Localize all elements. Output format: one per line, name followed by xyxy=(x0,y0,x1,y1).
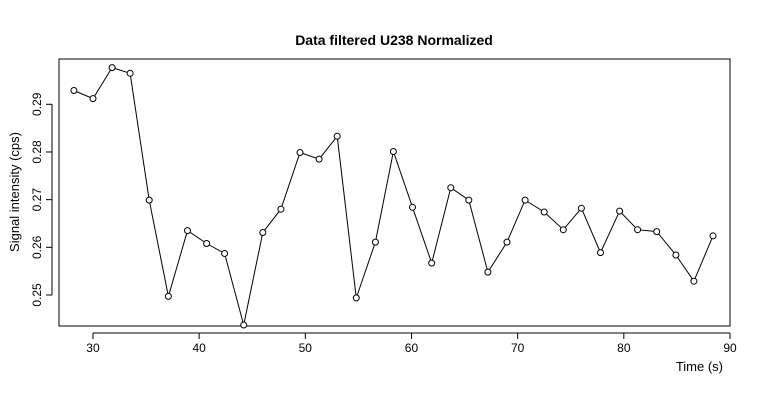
data-point xyxy=(672,251,680,259)
data-point xyxy=(259,229,267,236)
plot-frame xyxy=(58,58,731,327)
data-point xyxy=(184,227,191,235)
data-point xyxy=(597,249,604,257)
data-point xyxy=(540,208,548,216)
x-tick-label: 60 xyxy=(405,341,419,355)
data-point xyxy=(690,277,698,285)
x-tick-label: 40 xyxy=(192,341,206,355)
x-tick-label: 50 xyxy=(299,341,313,355)
y-tick-label: 0.29 xyxy=(30,92,44,116)
x-tick-label: 90 xyxy=(723,341,737,355)
x-tick-label: 70 xyxy=(511,341,525,355)
data-point xyxy=(577,204,585,212)
data-point xyxy=(70,87,78,94)
data-point xyxy=(409,203,416,211)
data-point xyxy=(333,132,341,140)
data-point xyxy=(164,292,172,300)
data-point xyxy=(221,250,229,257)
data-point xyxy=(634,226,642,234)
data-point xyxy=(126,69,134,77)
data-point xyxy=(371,238,379,246)
data-point xyxy=(447,184,455,192)
data-point xyxy=(277,205,285,213)
series-line xyxy=(73,67,714,326)
data-point xyxy=(465,196,473,204)
y-tick-label: 0.25 xyxy=(30,283,44,307)
data-point xyxy=(352,294,360,302)
data-point xyxy=(616,207,624,215)
data-point xyxy=(484,268,492,276)
data-points xyxy=(70,64,717,329)
x-axis: 30 40 50 60 70 80 90 xyxy=(86,332,737,355)
x-axis-label: Time (s) xyxy=(676,359,723,374)
data-point xyxy=(389,148,397,155)
chart-title: Data filtered U238 Normalized xyxy=(295,32,493,48)
data-point xyxy=(709,232,717,240)
x-tick-label: 80 xyxy=(617,341,631,355)
data-point xyxy=(145,196,153,204)
data-point xyxy=(240,321,248,329)
y-tick-label: 0.27 xyxy=(30,188,44,212)
data-point xyxy=(559,226,567,234)
data-point xyxy=(315,155,323,163)
y-tick-label: 0.28 xyxy=(30,140,44,164)
data-point xyxy=(503,238,511,246)
y-axis: 0.25 0.26 0.27 0.28 0.29 xyxy=(30,92,53,307)
data-point xyxy=(296,149,304,156)
y-axis-label: Signal intensity (cps) xyxy=(7,132,22,252)
data-point xyxy=(89,95,97,103)
data-point xyxy=(108,64,116,72)
data-point xyxy=(653,228,661,236)
x-tick-label: 30 xyxy=(86,341,100,355)
data-point xyxy=(203,240,211,247)
y-tick-label: 0.26 xyxy=(30,235,44,259)
data-point xyxy=(521,196,529,204)
data-point xyxy=(428,259,436,267)
